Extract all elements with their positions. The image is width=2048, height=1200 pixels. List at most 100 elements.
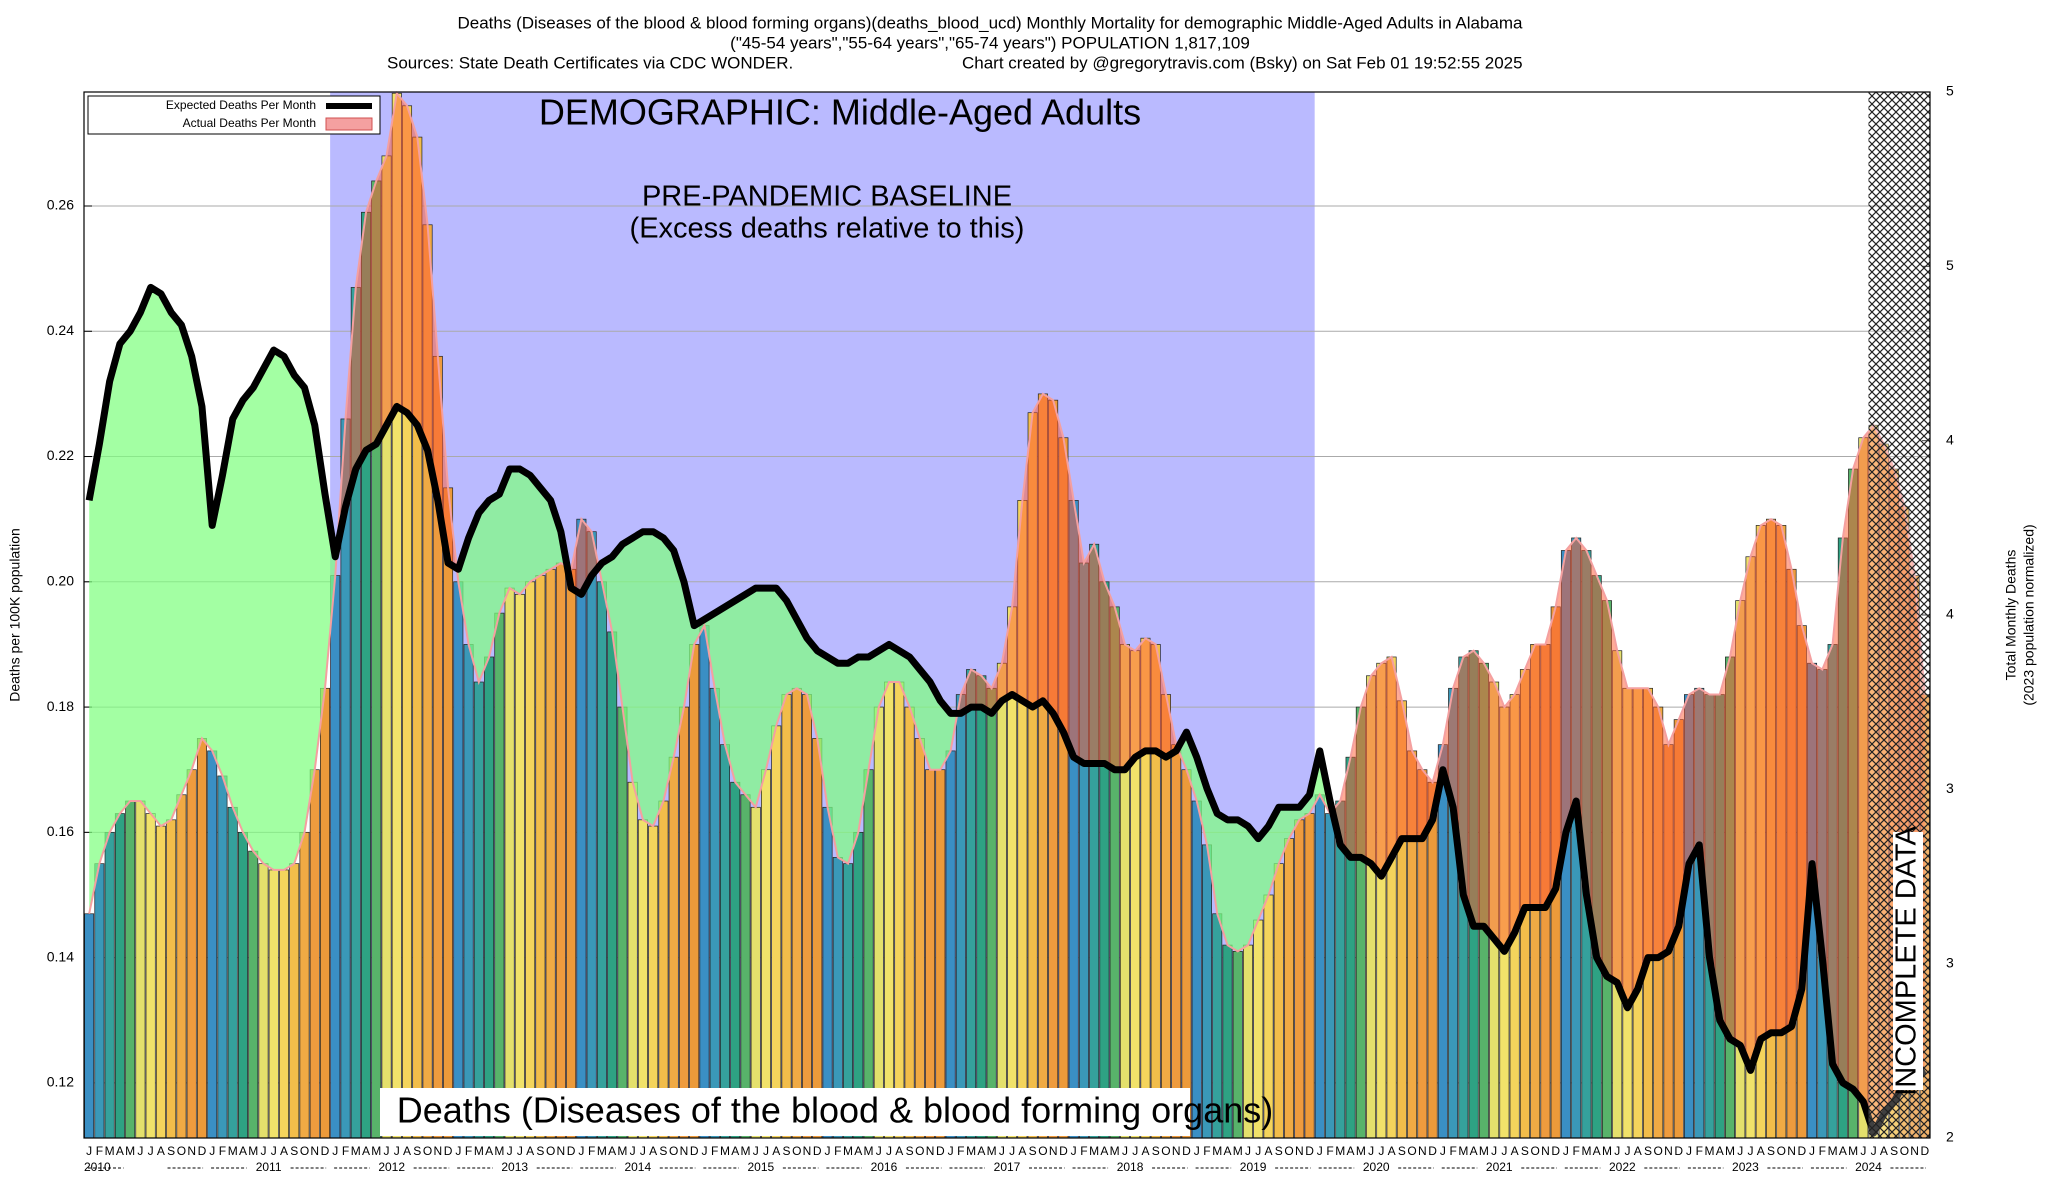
bar (237, 831, 248, 1139)
x-tick-label: J (630, 1144, 636, 1158)
x-tick-label: A (280, 1144, 288, 1158)
year-label: 2021 (1486, 1160, 1513, 1174)
y2-axis-label: Total Monthly Deaths (2003, 550, 2019, 681)
year-label: 2022 (1609, 1160, 1636, 1174)
x-tick-label: J (148, 1144, 154, 1158)
x-tick-label: J (1563, 1144, 1569, 1158)
bar (453, 581, 464, 1139)
x-tick-label: M (1725, 1144, 1735, 1158)
x-tick-label: O (1777, 1144, 1786, 1158)
x-tick-label: D (567, 1144, 576, 1158)
bar (279, 869, 289, 1139)
bar (443, 487, 454, 1139)
y-tick-label: 0.20 (47, 573, 74, 589)
x-tick-label: M (740, 1144, 750, 1158)
annotation: PRE-PANDEMIC BASELINE (642, 181, 1012, 213)
expected-line (85, 283, 1927, 1137)
year-label: 2016 (871, 1160, 898, 1174)
x-tick-label: N (1541, 1144, 1550, 1158)
x-tick-label: O (177, 1144, 186, 1158)
x-tick-label: J (1440, 1144, 1446, 1158)
bar (155, 825, 166, 1139)
bar (699, 625, 710, 1139)
x-tick-label: A (1593, 1144, 1601, 1158)
bar (268, 869, 279, 1139)
bar (709, 687, 720, 1139)
y2-tick-label: 5 (1946, 257, 1954, 273)
bar (535, 575, 546, 1139)
x-tick-label: J (1871, 1144, 1877, 1158)
x-tick-label: D (198, 1144, 207, 1158)
annotation: (Excess deaths relative to this) (630, 213, 1025, 245)
x-tick-label: F (465, 1144, 472, 1158)
bar (586, 531, 597, 1139)
year-label: 2020 (1363, 1160, 1390, 1174)
x-tick-label: O (1407, 1144, 1416, 1158)
x-tick-label: N (926, 1144, 935, 1158)
x-tick-label: J (1624, 1144, 1630, 1158)
x-tick-label: A (1470, 1144, 1478, 1158)
x-tick-label: S (782, 1144, 790, 1158)
x-tick-label: F (1573, 1144, 1580, 1158)
x-tick-label: S (1029, 1144, 1037, 1158)
x-tick-label: A (772, 1144, 780, 1158)
y-tick-label: 0.16 (47, 823, 74, 839)
bar (1314, 794, 1325, 1139)
x-tick-label: S (659, 1144, 667, 1158)
x-tick-label: M (474, 1144, 484, 1158)
x-tick-label: A (1634, 1144, 1642, 1158)
x-tick-label: S (413, 1144, 421, 1158)
x-tick-label: A (1265, 1144, 1273, 1158)
x-tick-label: N (187, 1144, 196, 1158)
bar (473, 681, 484, 1139)
x-tick-label: M (843, 1144, 853, 1158)
year-label: 2015 (748, 1160, 775, 1174)
bar (566, 568, 577, 1139)
sources: Sources: State Death Certificates via CD… (387, 53, 793, 72)
bar (166, 819, 177, 1139)
bar (1181, 769, 1192, 1139)
year-label: 2011 (256, 1160, 282, 1174)
x-tick-label: O (1530, 1144, 1539, 1158)
year-label: 2019 (1240, 1160, 1267, 1174)
x-tick-label: M (1848, 1144, 1858, 1158)
x-tick-label: O (792, 1144, 801, 1158)
bar (668, 756, 679, 1139)
bar (330, 575, 341, 1139)
x-tick-label: D (1182, 1144, 1191, 1158)
x-tick-label: S (1644, 1144, 1652, 1158)
x-tick-label: A (1511, 1144, 1519, 1158)
x-tick-label: D (1059, 1144, 1068, 1158)
x-tick-label: M (1479, 1144, 1489, 1158)
y-tick-label: 0.22 (47, 447, 74, 463)
x-tick-label: M (597, 1144, 607, 1158)
x-tick-label: A (1347, 1144, 1355, 1158)
bar (894, 681, 905, 1139)
bar (955, 694, 966, 1139)
y-tick-label: 0.14 (47, 948, 74, 964)
x-tick-label: M (966, 1144, 976, 1158)
x-tick-label: F (1449, 1144, 1456, 1158)
bar (545, 568, 556, 1139)
x-tick-label: J (1255, 1144, 1261, 1158)
y2-tick-label: 2 (1946, 1129, 1954, 1145)
year-label: 2023 (1732, 1160, 1759, 1174)
x-tick-label: A (731, 1144, 739, 1158)
x-tick-label: J (1009, 1144, 1015, 1158)
x-tick-label: A (362, 1144, 370, 1158)
x-tick-label: F (588, 1144, 595, 1158)
bar (596, 581, 607, 1139)
x-tick-label: F (1326, 1144, 1333, 1158)
bar (494, 612, 505, 1139)
bar (627, 781, 638, 1139)
bar (135, 800, 146, 1139)
x-tick-label: M (248, 1144, 258, 1158)
x-tick-label: A (608, 1144, 616, 1158)
x-tick-label: J (455, 1144, 461, 1158)
year-label: 2018 (1117, 1160, 1144, 1174)
x-tick-label: J (332, 1144, 338, 1158)
x-tick-label: J (1378, 1144, 1384, 1158)
bar (996, 662, 1007, 1139)
bar (504, 587, 515, 1139)
bar (1273, 863, 1284, 1139)
